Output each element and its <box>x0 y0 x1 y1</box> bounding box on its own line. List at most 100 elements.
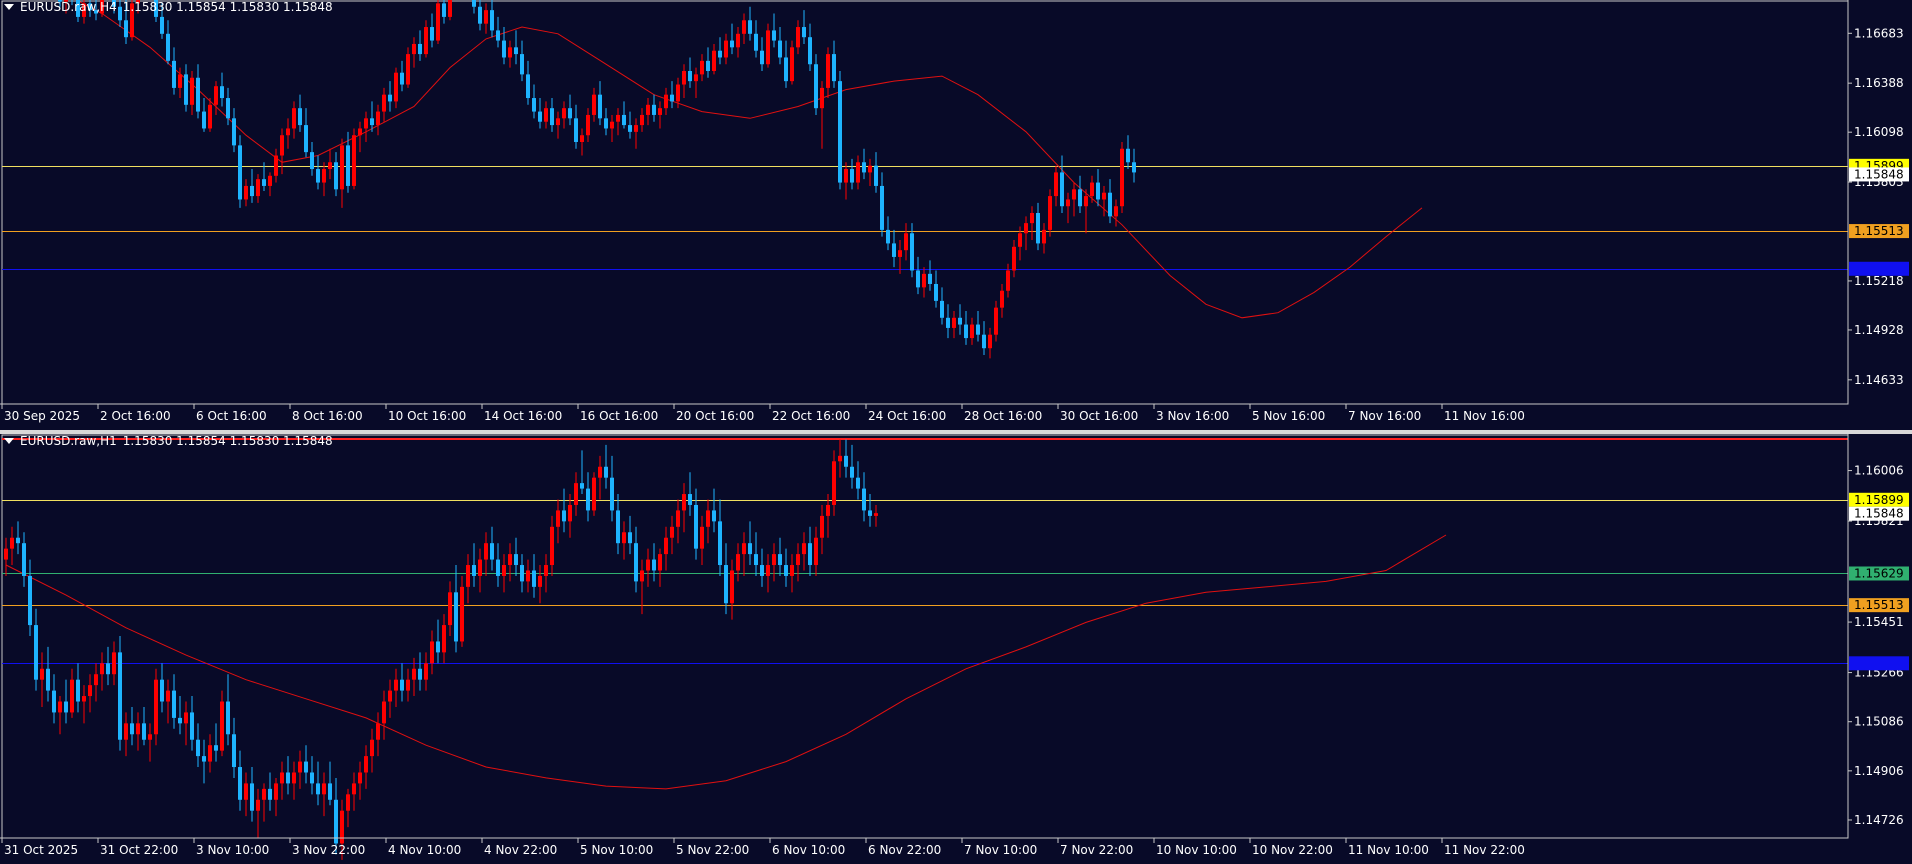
h1-x-tick-label: 7 Nov 10:00 <box>964 843 1037 857</box>
h4-candle-body <box>292 108 296 129</box>
h1-candle-body <box>490 543 494 560</box>
h1-level-label: 1.15629 <box>1854 566 1904 580</box>
h1-candle-body <box>442 625 446 653</box>
h4-candle-body <box>706 60 710 71</box>
h1-candle-body <box>370 739 374 757</box>
h1-x-tick-label: 4 Nov 22:00 <box>484 843 557 857</box>
h4-candle-body <box>1114 206 1118 217</box>
h4-candle-body <box>226 98 230 119</box>
h4-candle-body <box>808 37 812 65</box>
h4-candle-body <box>1042 229 1046 244</box>
h1-chart-title: EURUSD.raw,H1 1.15830 1.15854 1.15830 1.… <box>4 434 333 448</box>
h1-candle-body <box>364 756 368 773</box>
h1-candle-body <box>844 455 848 467</box>
h4-candle-body <box>442 3 446 17</box>
h1-candle-body <box>190 712 194 740</box>
h1-candle-body <box>22 543 26 576</box>
h1-candle-body <box>418 668 422 680</box>
h4-x-tick-label: 6 Oct 16:00 <box>196 409 267 423</box>
h1-candles <box>4 439 878 860</box>
h4-candle-body <box>796 27 800 48</box>
h4-candle-body <box>262 179 266 186</box>
h4-y-tick-label: 1.16388 <box>1854 76 1904 90</box>
h4-candle-body <box>634 125 638 132</box>
h4-chart-pane[interactable]: 1.16683 1.16388 1.16098 1.15803 1.15218 1.149… <box>0 0 1912 430</box>
h4-candle-body <box>862 162 866 173</box>
h1-candle-body <box>670 526 674 538</box>
h4-chart-svg[interactable]: 1.166831.163881.160981.158031.152181.149… <box>0 0 1912 430</box>
h4-y-tick-label: 1.16098 <box>1854 125 1904 139</box>
h1-chart-svg[interactable]: 1.160061.158211.154511.152661.150861.149… <box>0 434 1912 864</box>
h4-candle-body <box>484 10 488 24</box>
h4-candle-body <box>418 43 422 55</box>
h4-candle-body <box>250 185 254 197</box>
h4-y-tick-label: 1.16683 <box>1854 26 1904 40</box>
h1-candle-body <box>562 510 566 522</box>
h1-candle-body <box>538 575 542 587</box>
h4-x-tick-label: 3 Nov 16:00 <box>1156 409 1229 423</box>
h4-candle-body <box>736 33 740 48</box>
h1-candle-body <box>16 537 20 544</box>
collapse-triangle-icon[interactable] <box>4 438 14 444</box>
h1-chart-pane[interactable]: 1.16006 1.15821 1.15451 1.15266 1.15086 1.149… <box>0 434 1912 864</box>
h1-candle-body <box>142 723 146 740</box>
h4-candle-body <box>682 70 686 85</box>
h1-level-label-bg <box>1849 656 1909 671</box>
h1-candle-body <box>376 723 380 740</box>
pane-separator[interactable] <box>0 430 1912 434</box>
h4-candle-body <box>1132 162 1136 173</box>
h4-candle-body <box>154 0 158 17</box>
h4-candle-body <box>742 20 746 34</box>
h1-y-tick-label: 1.14726 <box>1854 813 1904 827</box>
h1-candle-body <box>112 652 116 675</box>
h4-candle-body <box>586 114 590 136</box>
h4-candle-body <box>916 270 920 288</box>
h1-candle-body <box>652 559 656 571</box>
h1-candle-body <box>316 783 320 795</box>
h4-candle-body <box>838 81 842 183</box>
h4-candle-body <box>820 87 824 109</box>
h4-candle-body <box>658 108 662 115</box>
h1-x-tick-label: 6 Nov 10:00 <box>772 843 845 857</box>
h1-candle-body <box>412 668 416 680</box>
h4-candle-body <box>118 6 122 21</box>
h4-candle-body <box>136 0 140 4</box>
h1-x-tick-label: 11 Nov 10:00 <box>1348 843 1429 857</box>
h1-candle-body <box>550 526 554 566</box>
h4-candle-body <box>688 70 692 82</box>
h4-candle-body <box>256 179 260 197</box>
h4-plot-frame <box>1 0 1849 405</box>
h1-candle-body <box>400 679 404 691</box>
collapse-triangle-icon[interactable] <box>4 4 14 10</box>
h1-candle-body <box>874 513 878 516</box>
h1-candle-body <box>838 455 842 462</box>
h4-candle-body <box>304 125 308 153</box>
h4-candle-body <box>322 169 326 183</box>
h4-candle-body <box>610 121 614 129</box>
h4-candle-body <box>202 111 206 129</box>
h1-x-tick-label: 5 Nov 22:00 <box>676 843 749 857</box>
h1-candle-body <box>40 668 44 680</box>
h4-candle-body <box>826 54 830 88</box>
h4-candles <box>58 0 1136 359</box>
h4-candle-body <box>298 108 302 126</box>
h1-candle-body <box>616 510 620 544</box>
h4-candle-body <box>730 40 734 48</box>
h1-candle-body <box>736 554 740 571</box>
h4-candle-body <box>1006 270 1010 291</box>
h4-candle-body <box>88 3 92 11</box>
h1-level-label: 1.15899 <box>1854 493 1904 507</box>
h4-candle-body <box>238 145 242 200</box>
h4-candle-body <box>478 6 482 24</box>
h4-candle-body <box>1024 223 1028 234</box>
h4-candle-body <box>388 94 392 102</box>
h4-candle-body <box>958 317 962 325</box>
h4-candle-body <box>748 20 752 34</box>
h1-x-tick-label: 3 Nov 10:00 <box>196 843 269 857</box>
h4-candle-body <box>898 250 902 257</box>
h1-candle-body <box>580 483 584 489</box>
h4-x-tick-label: 14 Oct 16:00 <box>484 409 562 423</box>
h1-candle-body <box>802 543 806 555</box>
h1-x-tick-label: 6 Nov 22:00 <box>868 843 941 857</box>
h4-candle-body <box>1000 290 1004 308</box>
